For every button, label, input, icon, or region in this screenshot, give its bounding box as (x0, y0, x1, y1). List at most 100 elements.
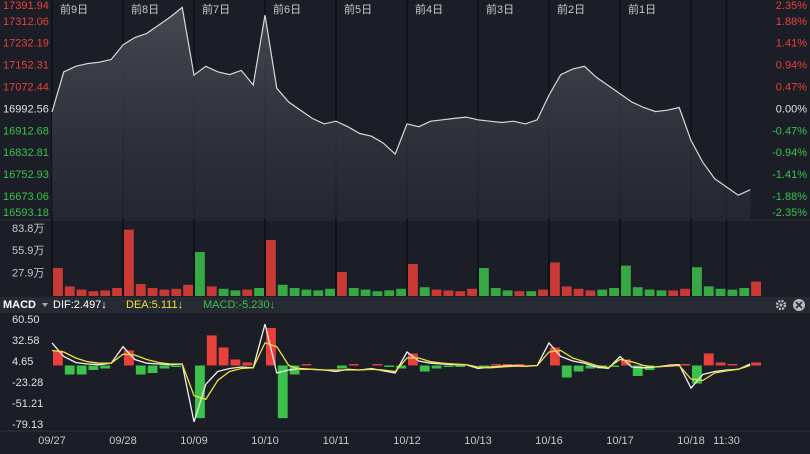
volume-bar (526, 291, 537, 296)
volume-bar (680, 288, 690, 296)
macd-histogram-bar (147, 365, 158, 374)
volume-bar (538, 289, 548, 296)
macd-histogram-bar (218, 347, 229, 366)
y-tick-label: 17312.06 (3, 16, 49, 28)
macd-histogram-bar (455, 365, 466, 367)
volume-bar (609, 288, 619, 296)
volume-bar (76, 289, 87, 296)
dif-label: DIF:2.497↓ (53, 299, 107, 311)
macd-histogram-bar (715, 362, 726, 366)
volume-bar (455, 291, 466, 296)
y-tick-label: 16593.18 (3, 207, 49, 219)
dea-line (51, 342, 751, 401)
volume-bar (195, 252, 205, 296)
macd-histogram-bar (64, 365, 75, 375)
y2-tick-label: 0.47% (776, 82, 807, 94)
day-tab-label: 前2日 (557, 2, 585, 16)
macd-histogram-bar (100, 365, 111, 369)
volume-bar (147, 288, 158, 296)
macd-histogram-bar (301, 363, 312, 366)
volume-bar (372, 291, 383, 296)
macd-histogram-bar (692, 365, 702, 384)
day-tab-label: 前3日 (486, 2, 514, 16)
macd-histogram-bar (348, 363, 359, 366)
macd-histogram-bar (76, 365, 87, 375)
day-tab-label: 前1日 (628, 2, 656, 16)
volume-bar (254, 288, 264, 296)
volume-bar (561, 286, 572, 296)
volume-bar (360, 289, 371, 296)
macd-histogram-bar (372, 363, 383, 366)
volume-bar (751, 281, 761, 296)
macd-name[interactable]: MACD (3, 299, 36, 311)
y2-tick-label: 1.88% (776, 16, 807, 28)
macd-histogram-bar (632, 365, 643, 377)
macd-histogram-bar (502, 363, 513, 366)
dropdown-arrow[interactable] (42, 303, 48, 307)
macd-histogram-bar (242, 362, 253, 366)
volume-bar (490, 288, 501, 296)
volume-bar (727, 289, 738, 296)
macd-histogram-bar (171, 365, 182, 367)
volume-bar (218, 288, 229, 296)
close-icon[interactable] (793, 299, 805, 311)
volume-bar (668, 290, 679, 296)
y2-tick-label: 0.94% (776, 60, 807, 72)
volume-bar (289, 288, 300, 296)
volume-tick-label: 83.8万 (12, 223, 44, 235)
macd-histogram-bar (443, 365, 454, 367)
macd-histogram-bar (751, 362, 761, 366)
macd-histogram-bar (206, 335, 217, 366)
day-tab-label: 前6日 (273, 2, 301, 16)
macd-histogram-bar (431, 365, 442, 369)
macd-header-bar (0, 297, 810, 313)
volume-bar (313, 290, 324, 296)
volume-bar (479, 268, 489, 296)
macd-histogram-bar (514, 363, 525, 366)
macd-histogram-bar (419, 365, 430, 372)
x-tick-label: 10/12 (393, 435, 421, 447)
day-tab-label: 前4日 (415, 2, 443, 16)
y-tick-label: 17152.31 (3, 60, 49, 72)
volume-bar (171, 288, 182, 296)
y2-tick-label: 0.00% (776, 103, 807, 115)
volume-bar (384, 290, 395, 296)
macd-histogram-bar (408, 353, 418, 366)
volume-bar (597, 289, 608, 296)
y2-tick-label: -0.94% (772, 147, 807, 159)
price-line (51, 6, 751, 196)
volume-bar (325, 288, 335, 296)
volume-bar (159, 289, 170, 296)
macd-histogram-bar (277, 365, 288, 419)
macd-histogram-bar (384, 365, 395, 367)
settings-icon[interactable] (775, 299, 787, 311)
volume-bar (112, 288, 122, 296)
y2-tick-label: -1.88% (772, 191, 807, 203)
x-tick-label: 10/10 (251, 435, 279, 447)
macd-histogram-bar (680, 363, 690, 366)
volume-bar (348, 288, 359, 296)
volume-bar (632, 287, 643, 296)
volume-bar (277, 284, 288, 296)
macd-histogram-bar (550, 347, 560, 366)
macd-tick-label: -23.28 (12, 377, 43, 389)
volume-bar (502, 290, 513, 296)
x-tick-label: 11:30 (713, 435, 740, 447)
macd-histogram-bar (609, 365, 619, 367)
y-tick-label: 17232.19 (3, 38, 49, 50)
volume-bar (53, 268, 63, 296)
macd-histogram-bar (53, 350, 63, 366)
day-tab-label: 前8日 (131, 2, 159, 16)
macd-histogram-bar (289, 365, 300, 375)
macd-histogram-bar (124, 350, 134, 366)
x-tick-label: 10/16 (535, 435, 563, 447)
macd-histogram-bar (88, 365, 99, 371)
volume-tick-label: 27.9万 (12, 268, 44, 280)
macd-histogram-bar (396, 365, 406, 369)
volume-bar (266, 240, 276, 296)
volume-bar (692, 267, 702, 296)
volume-bar (715, 288, 726, 296)
y2-tick-label: -1.41% (772, 169, 807, 181)
macd-histogram-bar (727, 363, 738, 366)
